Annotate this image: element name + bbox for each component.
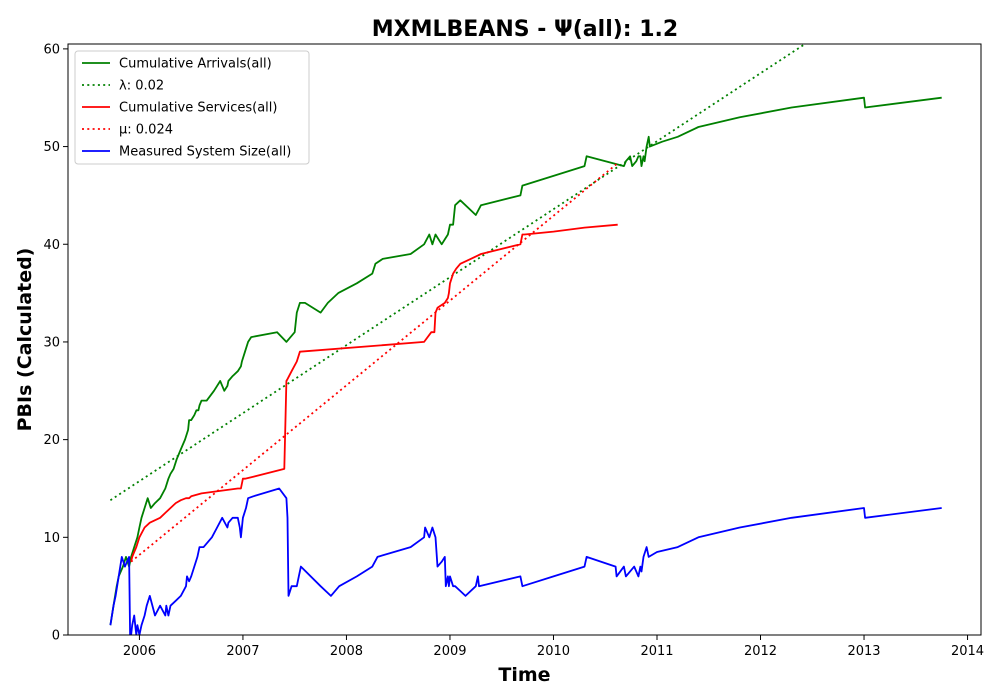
y-tick-label: 50 <box>43 140 60 155</box>
chart-legend: Cumulative Arrivals(all) λ: 0.02 Cumulativ… <box>74 50 310 165</box>
y-tick-label: 40 <box>43 238 60 253</box>
series-line-4 <box>109 487 942 635</box>
series-line-1 <box>109 44 806 501</box>
series-line-2 <box>130 223 618 562</box>
x-tick-label: 2006 <box>123 644 156 659</box>
series-line-0 <box>109 96 942 626</box>
legend-label-3: μ: 0.024 <box>119 123 173 138</box>
x-tick-label: 2014 <box>951 644 984 659</box>
series-line-3 <box>130 162 619 563</box>
legend-label-4: Measured System Size(all) <box>119 145 291 160</box>
plot-area <box>109 44 942 635</box>
chart-title: MXMLBEANS - Ψ(all): 1.2 <box>372 17 678 42</box>
axis-ticks: 2006 2007 2008 2009 2010 2011 2012 2013 2014 0 10 2… <box>43 42 984 659</box>
y-tick-label: 0 <box>52 629 60 644</box>
x-tick-label: 2007 <box>226 644 259 659</box>
x-tick-label: 2009 <box>433 644 466 659</box>
y-axis-title: PBIs (Calculated) <box>14 248 36 432</box>
legend-label-1: λ: 0.02 <box>119 79 164 94</box>
x-tick-label: 2010 <box>537 644 570 659</box>
legend-label-2: Cumulative Services(all) <box>119 101 277 116</box>
x-tick-label: 2013 <box>847 644 880 659</box>
x-axis-title: Time <box>498 664 550 686</box>
legend-label-0: Cumulative Arrivals(all) <box>119 57 272 72</box>
y-tick-label: 30 <box>43 335 60 350</box>
x-tick-label: 2008 <box>330 644 363 659</box>
legend-frame <box>74 50 310 165</box>
y-tick-label: 20 <box>43 433 60 448</box>
plot-frame <box>67 43 982 636</box>
y-tick-label: 60 <box>43 42 60 57</box>
x-tick-label: 2012 <box>744 644 777 659</box>
y-tick-label: 10 <box>43 531 60 546</box>
x-tick-label: 2011 <box>640 644 673 659</box>
